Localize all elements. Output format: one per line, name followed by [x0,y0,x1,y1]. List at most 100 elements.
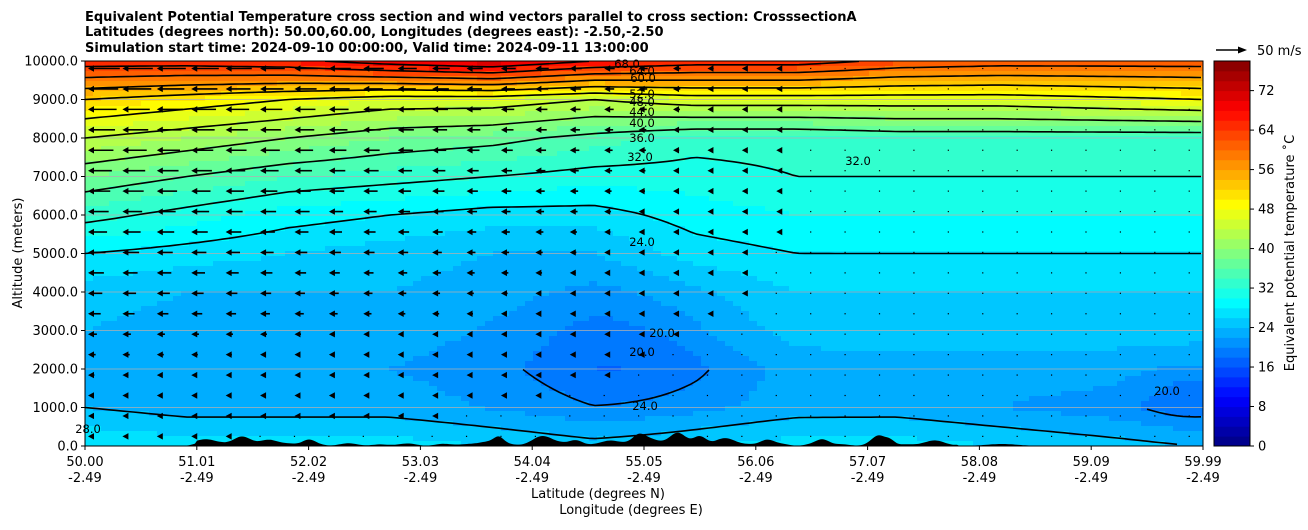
field-cell [749,231,758,237]
field-cell [1013,81,1022,87]
field-cell [821,126,830,132]
field-cell [789,171,798,177]
field-cell [493,191,502,197]
field-cell [1101,161,1110,167]
field-cell [93,171,102,177]
field-cell [365,136,374,142]
field-cell [813,231,822,237]
field-cell [349,131,358,137]
field-cell [589,146,598,152]
field-cell [1189,171,1198,177]
field-cell [405,116,414,122]
field-cell [141,166,150,172]
field-cell [125,146,134,152]
field-cell [901,81,910,87]
field-cell [645,111,654,117]
field-cell [797,196,806,202]
field-cell [333,226,342,232]
field-cell [213,146,222,152]
field-cell [1093,101,1102,107]
field-cell [661,106,670,112]
field-cell [109,171,118,177]
field-cell [477,176,486,182]
field-cell [477,216,486,222]
field-cell [1101,206,1110,212]
field-cell [221,196,230,202]
field-cell [1133,191,1142,197]
field-cell [1181,111,1190,117]
field-cell [197,151,206,157]
field-cell [1061,151,1070,157]
field-cell [1069,176,1078,182]
field-cell [533,156,542,162]
field-cell [493,91,502,97]
field-cell [925,76,934,82]
field-cell [141,81,150,87]
field-cell [829,176,838,182]
field-cell [477,201,486,207]
field-cell [749,121,758,127]
field-cell [765,206,774,212]
field-cell [805,216,814,222]
field-cell [1197,146,1203,152]
field-cell [749,76,758,82]
field-cell [805,76,814,82]
field-cell [477,131,486,137]
field-cell [1005,141,1014,147]
field-cell [1117,131,1126,137]
field-cell [597,66,606,72]
field-cell [549,71,558,77]
field-cell [653,156,662,162]
field-cell [181,171,190,177]
field-cell [525,106,534,112]
field-cell [669,131,678,137]
field-cell [973,86,982,92]
field-cell [613,181,622,187]
field-cell [1165,66,1174,72]
field-cell [101,101,110,107]
field-cell [789,131,798,137]
field-cell [173,136,182,142]
field-cell [605,131,614,137]
field-cell [325,116,334,122]
field-cell [853,156,862,162]
field-cell [125,186,134,192]
field-cell [125,221,134,227]
field-cell [157,71,166,77]
field-cell [1093,66,1102,72]
field-cell [717,136,726,142]
field-cell [1141,111,1150,117]
field-cell [157,101,166,107]
field-cell [221,211,230,217]
field-cell [549,101,558,107]
field-cell [1061,91,1070,97]
field-cell [357,116,366,122]
field-cell [941,176,950,182]
field-cell [101,176,110,182]
field-cell [1029,76,1038,82]
field-cell [309,221,318,227]
field-cell [309,161,318,167]
field-cell [349,116,358,122]
field-cell [341,76,350,82]
field-cell [1149,126,1158,132]
field-cell [725,76,734,82]
field-cell [357,211,366,217]
field-cell [333,151,342,157]
field-cell [341,166,350,172]
field-cell [949,196,958,202]
field-cell [109,231,118,237]
field-cell [813,166,822,172]
field-cell [141,146,150,152]
field-cell [669,81,678,87]
field-cell [149,221,158,227]
field-cell [149,131,158,137]
field-cell [813,71,822,77]
field-cell [1165,221,1174,227]
field-cell [685,176,694,182]
field-cell [925,136,934,142]
field-cell [933,66,942,72]
field-cell [1189,71,1198,77]
field-cell [501,111,510,117]
field-cell [669,161,678,167]
